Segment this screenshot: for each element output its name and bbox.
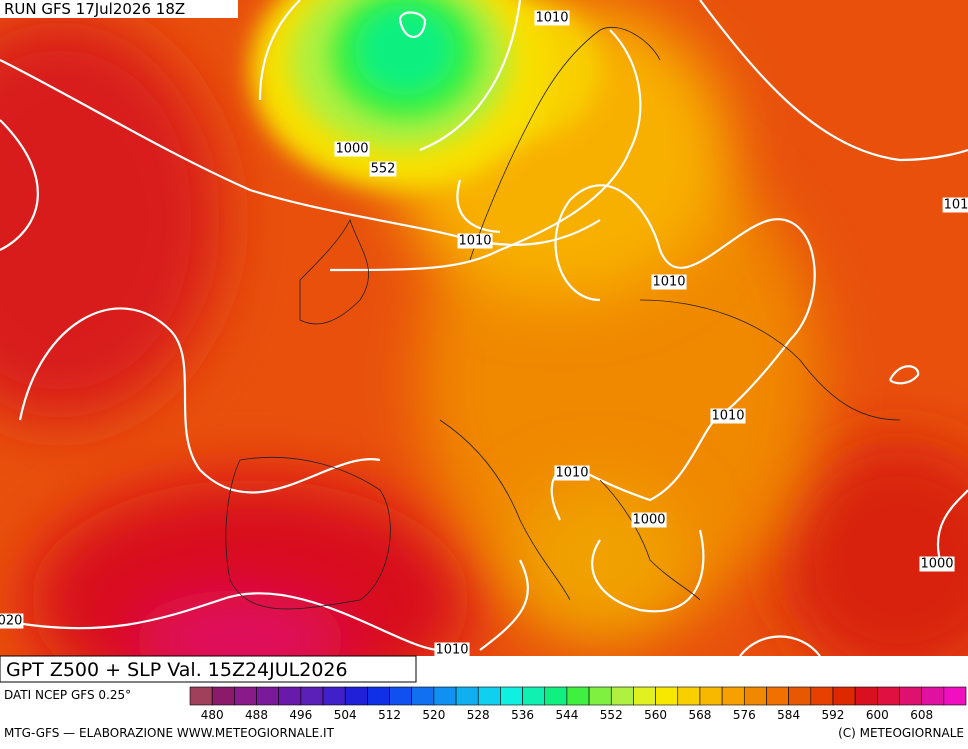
colorbar-swatch <box>455 686 479 706</box>
contour-label: 101 <box>944 198 968 213</box>
credit-label: MTG-GFS — ELABORAZIONE WWW.METEOGIORNALE… <box>4 726 335 740</box>
colorbar-swatch <box>921 686 945 706</box>
contour-labels: 1010100055210101010101101010101000100002… <box>0 10 968 658</box>
colorbar-label: 480 <box>201 708 224 722</box>
colorbar-label: 584 <box>777 708 800 722</box>
contour-label-bg <box>631 512 667 528</box>
contour-label-bg <box>434 642 470 658</box>
map-field <box>0 0 968 656</box>
colorbar-swatch <box>699 686 723 706</box>
colorbar-label: 600 <box>866 708 889 722</box>
colorbar-swatch <box>234 686 257 706</box>
contour-label-bg <box>457 233 493 249</box>
contour-label: 552 <box>371 162 396 177</box>
contour-label: 1010 <box>458 234 491 249</box>
colorbar-swatch <box>256 686 279 706</box>
contour-label: 1010 <box>435 643 468 658</box>
colorbar-swatch <box>655 686 679 706</box>
contour-label: 020 <box>0 614 22 629</box>
colorbar-swatch <box>677 686 701 706</box>
colorbar-label: 536 <box>511 708 534 722</box>
colorbar-label: 520 <box>422 708 445 722</box>
colorbar-swatch <box>877 686 900 706</box>
colorbar-swatch <box>322 686 346 706</box>
colorbar: 480 488 496 504 512 520 528 536 544 552 560 568 576 5… <box>189 686 967 722</box>
colorbar-swatch <box>477 686 501 706</box>
contour-label: 1000 <box>335 142 368 157</box>
colorbar-swatch <box>300 686 324 706</box>
colorbar-swatch <box>810 686 834 706</box>
colorbar-label: 560 <box>644 708 667 722</box>
colorbar-label: 608 <box>910 708 933 722</box>
colorbar-swatch <box>832 686 856 706</box>
colorbar-label: 592 <box>822 708 845 722</box>
title-box <box>0 655 417 683</box>
contour-label: 1010 <box>711 409 744 424</box>
contour-label-bg <box>651 274 687 290</box>
colorbar-label: 496 <box>289 708 312 722</box>
contour-label: 1000 <box>632 513 665 528</box>
contour-label: 1000 <box>920 557 953 572</box>
colorbar-swatch <box>189 686 213 706</box>
colorbar-swatch <box>544 686 568 706</box>
coastlines <box>225 27 901 610</box>
colorbar-swatch <box>344 686 368 706</box>
contour-label: 1010 <box>555 466 588 481</box>
colorbar-label: 568 <box>688 708 711 722</box>
colorbar-swatch <box>633 686 656 706</box>
colorbar-swatch <box>899 686 922 706</box>
colorbar-label: 544 <box>555 708 578 722</box>
colorbar-swatch <box>854 686 878 706</box>
colorbar-swatch <box>610 686 634 706</box>
colorbar-swatch <box>411 686 435 706</box>
colorbar-label: 488 <box>245 708 268 722</box>
colorbar-label: 552 <box>600 708 623 722</box>
colorbar-swatch <box>278 686 302 706</box>
run-label: RUN GFS 17Jul2026 18Z <box>4 0 185 18</box>
isobars <box>0 0 968 656</box>
contour-label-bg <box>942 197 968 213</box>
contour-label-bg <box>919 556 955 572</box>
contour-label-bg <box>369 161 397 177</box>
contour-label-bg <box>710 408 746 424</box>
colorbar-swatch <box>943 686 967 706</box>
colorbar-swatch <box>389 686 413 706</box>
colorbar-swatch <box>743 686 767 706</box>
contour-label-bg <box>0 613 24 629</box>
source-label: DATI NCEP GFS 0.25° <box>4 688 131 702</box>
colorbar-swatch <box>566 686 590 706</box>
colorbar-swatch <box>766 686 789 706</box>
colorbar-swatch <box>788 686 812 706</box>
colorbar-swatch <box>522 686 546 706</box>
colorbar-label: 576 <box>733 708 756 722</box>
contour-label: 1010 <box>535 11 568 26</box>
run-box <box>0 0 238 18</box>
colorbar-swatch <box>500 686 523 706</box>
colorbar-swatch <box>721 686 745 706</box>
colorbar-swatch <box>588 686 612 706</box>
contour-label: 1010 <box>652 275 685 290</box>
map-title: GPT Z500 + SLP Val. 15Z24JUL2026 <box>6 659 348 681</box>
colorbar-swatch <box>433 686 457 706</box>
colorbar-label: 512 <box>378 708 401 722</box>
copyright-label: (C) METEOGIORNALE <box>838 726 964 740</box>
contour-label-bg <box>534 10 570 26</box>
colorbar-label: 504 <box>334 708 357 722</box>
colorbar-label: 528 <box>467 708 490 722</box>
colorbar-swatch <box>211 686 235 706</box>
colorbar-swatch <box>367 686 390 706</box>
contour-label-bg <box>554 465 590 481</box>
contour-label-bg <box>334 141 370 157</box>
